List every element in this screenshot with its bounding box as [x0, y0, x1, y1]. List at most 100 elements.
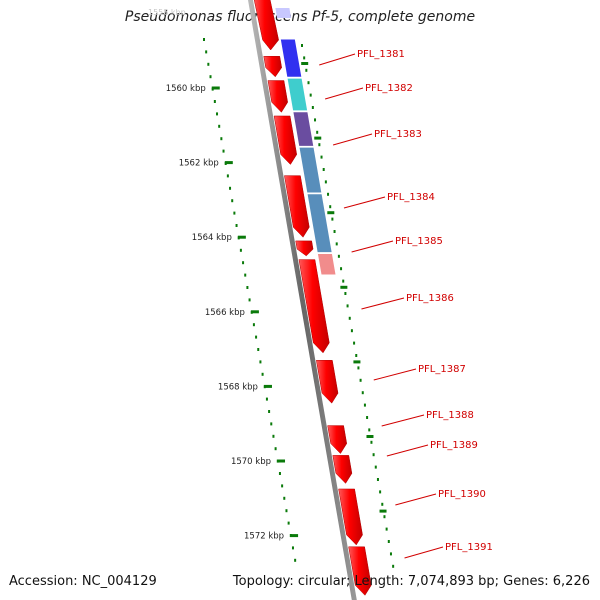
cog-block [317, 253, 336, 275]
ruler-dot [203, 38, 205, 41]
ruler-dot [335, 242, 338, 246]
faded-tick-label: 1558 kbp [148, 8, 186, 17]
gene-label[interactable]: PFL_1390 [438, 489, 486, 500]
gene-label[interactable]: PFL_1381 [357, 49, 405, 60]
inner-tick [314, 136, 322, 140]
gene-label[interactable]: PFL_1386 [406, 293, 454, 304]
cog-block [280, 39, 302, 77]
gene-leader-line [381, 414, 425, 427]
gene-labels: PFL_1381 PFL_1382 PFL_1383 PFL_1384 PFL_1385… [319, 49, 493, 559]
ruler-dot [294, 558, 297, 562]
gene-label[interactable]: PFL_1385 [395, 236, 443, 247]
ruler-dot [372, 453, 375, 457]
ruler-dot [346, 304, 349, 308]
gene-arrow[interactable] [316, 360, 339, 404]
gene-arrow[interactable] [327, 425, 347, 454]
ruler-dot [387, 540, 390, 543]
gene-arrow[interactable] [332, 455, 353, 484]
inner-tick [301, 62, 309, 65]
inner-tick [327, 211, 335, 215]
ruler-dot [257, 348, 260, 351]
gene-leader-line [351, 240, 394, 253]
ruler-dot [357, 366, 360, 370]
ruler-dot [392, 564, 395, 568]
ruler-dot [307, 81, 310, 85]
map-title: Pseudomonas fluorescens Pf-5, complete g… [124, 9, 476, 25]
gene-arrow[interactable] [273, 115, 297, 165]
genome-backbone [248, 0, 357, 600]
ruler-dot [370, 440, 373, 444]
kbp-tick-label: 1566 kbp [205, 308, 245, 318]
ruler-dot [233, 211, 236, 215]
gene-label[interactable]: PFL_1391 [445, 542, 493, 553]
inner-tick [353, 360, 361, 364]
gene-arrow[interactable] [267, 80, 288, 113]
ruler-dot [255, 335, 258, 339]
gene-label[interactable]: PFL_1389 [430, 440, 478, 451]
gene-label[interactable]: PFL_1388 [426, 410, 474, 421]
ruler-dot [305, 68, 308, 72]
gene-arrow[interactable] [253, 0, 279, 51]
ruler-dot [270, 422, 273, 426]
gene-arrow[interactable] [348, 546, 372, 596]
ruler-dot [209, 75, 212, 79]
kbp-tick-label: 1572 kbp [244, 532, 284, 542]
gene-label[interactable]: PFL_1383 [374, 129, 422, 140]
gene-arrow[interactable] [295, 240, 314, 257]
ruler-dot [361, 391, 364, 395]
gene-arrow[interactable] [338, 488, 363, 546]
kbp-tick-label: 1568 kbp [218, 382, 258, 392]
gene-track [253, 0, 372, 596]
gene-label[interactable]: PFL_1384 [387, 192, 435, 203]
ruler-dot [229, 186, 232, 190]
kbp-tick [237, 235, 246, 239]
ruler-dot [205, 50, 208, 54]
gene-leader-line [404, 546, 444, 559]
ruler-dot [314, 118, 317, 122]
ruler-dot [265, 397, 268, 401]
ruler-dot [303, 56, 306, 60]
ruler-dot [291, 546, 294, 550]
cog-block [299, 147, 322, 193]
kbp-tick [224, 161, 233, 165]
backbone-line [248, 0, 357, 600]
gene-leader-line [373, 368, 417, 381]
ruler-dot [327, 192, 330, 196]
ruler-dot [213, 100, 216, 103]
ruler-dot [376, 478, 379, 481]
ruler-dot [385, 527, 388, 531]
ruler-dot [355, 354, 358, 357]
genome-summary: Topology: circular; Length: 7,074,893 bp… [232, 574, 590, 589]
cog-block [275, 8, 292, 18]
inner-tick [379, 509, 387, 513]
ruler-dot [311, 106, 314, 109]
ruler-dot [329, 205, 332, 209]
ruler-dot [379, 490, 382, 494]
cog-track [275, 8, 336, 275]
ruler-dot [218, 124, 221, 128]
ruler-dot [383, 515, 386, 519]
kbp-tick [263, 384, 272, 388]
ruler-dot [337, 254, 340, 258]
gene-label[interactable]: PFL_1387 [418, 364, 466, 375]
ruler-dot [231, 199, 234, 203]
gene-arrow[interactable] [298, 259, 330, 354]
gene-arrow[interactable] [284, 175, 310, 238]
ruler-dot [244, 273, 247, 277]
ruler-dot [239, 248, 242, 252]
ruler-dot [216, 112, 219, 116]
ruler-dot [389, 552, 392, 556]
ruler-dot [324, 180, 327, 184]
cog-block [293, 112, 314, 146]
ruler-dot [242, 261, 245, 265]
kbp-tick-label: 1560 kbp [166, 84, 206, 94]
gene-arrow[interactable] [263, 56, 282, 78]
ruler-dot [342, 279, 345, 283]
kbp-tick-label: 1570 kbp [231, 457, 271, 467]
kbp-tick [211, 86, 220, 90]
ruler-dot [316, 130, 319, 134]
ruler-dot [281, 484, 284, 488]
inner-tick [340, 285, 348, 289]
gene-leader-line [319, 53, 356, 66]
gene-label[interactable]: PFL_1382 [365, 83, 413, 94]
